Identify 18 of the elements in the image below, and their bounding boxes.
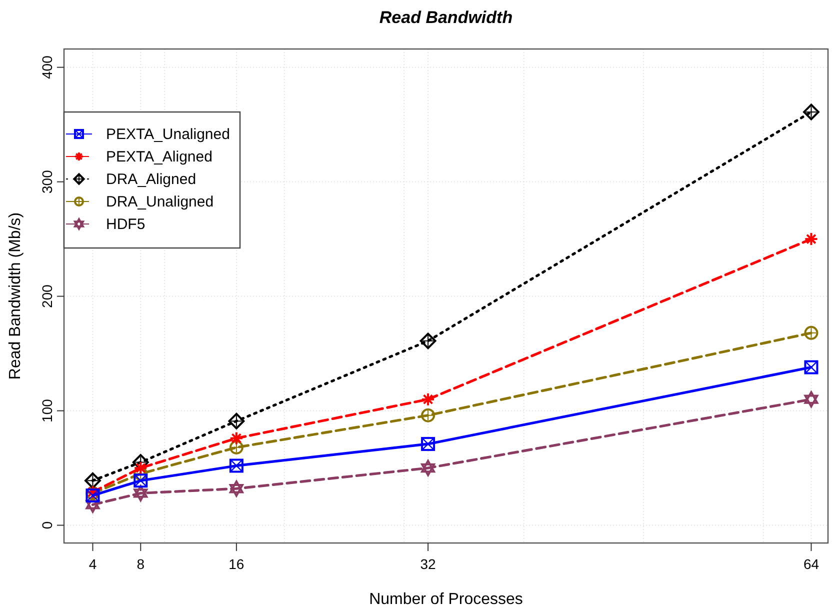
chart-title: Read Bandwidth [379, 8, 513, 27]
y-tick-label: 200 [39, 284, 55, 308]
y-tick-label: 100 [39, 398, 55, 422]
legend-label: HDF5 [106, 216, 146, 233]
legend-label: DRA_Aligned [106, 171, 196, 188]
y-axis-title: Read Bandwidth (Mb/s) [7, 212, 24, 380]
legend-label: DRA_Unaligned [106, 194, 214, 210]
y-tick-label: 400 [39, 55, 55, 79]
x-tick-label: 8 [136, 556, 145, 572]
legend-label: PEXTA_Unaligned [106, 126, 230, 143]
legend-label: PEXTA_Aligned [106, 148, 212, 166]
y-tick-label: 0 [39, 521, 55, 530]
y-tick-label: 300 [39, 170, 55, 194]
x-axis-title: Number of Processes [369, 591, 523, 608]
x-tick-label: 64 [803, 556, 820, 572]
x-tick-label: 16 [228, 556, 244, 572]
x-tick-label: 4 [88, 556, 97, 572]
x-tick-label: 32 [420, 556, 436, 572]
